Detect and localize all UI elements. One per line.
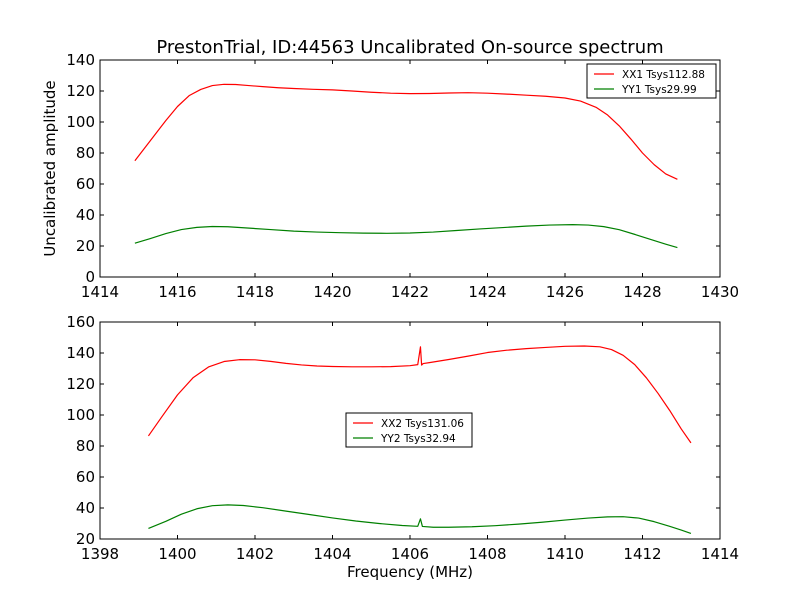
x-tick-label: 1412 [623,545,661,563]
series-line-2 [148,504,692,534]
x-tick-label: 1402 [236,545,274,563]
y-tick-label: 80 [76,144,95,162]
y-tick-label: 60 [76,468,95,486]
y-tick-label: 80 [76,437,95,455]
y-tick-label: 20 [76,530,95,548]
y-axis-label: Uncalibrated amplitude [41,80,59,256]
x-tick-label: 1406 [391,545,429,563]
series-line-1 [134,83,678,180]
series-line-2 [134,224,678,249]
bottom-axes: 1398 1400 1402 1404 1406 1408 1410 1412 1414 20 40… [66,313,739,581]
figure-title: PrestonTrial, ID:44563 Uncalibrated On-s… [156,37,663,58]
y-tick-label: 140 [66,344,95,362]
x-tick-label: 1430 [701,283,739,301]
legend-entry: YY1 Tsys29.99 [621,84,697,96]
x-tick-label: 1416 [158,283,196,301]
legend: XX2 Tsys131.06 YY2 Tsys32.94 [345,412,473,448]
x-tick-label: 1426 [546,283,584,301]
x-tick-label: 1428 [623,283,661,301]
x-tick-label: 1414 [701,545,739,563]
y-tick-label: 0 [85,268,95,286]
legend-entry: XX1 Tsys112.88 [622,69,705,81]
y-tick-label: 120 [66,82,95,100]
series-line-1 [147,345,692,444]
x-tick-label: 1414 [81,283,119,301]
y-tick-label: 20 [76,237,95,255]
y-tick-label: 40 [76,206,95,224]
y-tick-label: 160 [66,313,95,331]
x-axis-label: Frequency (MHz) [347,563,473,581]
y-tick-label: 140 [66,51,95,69]
x-tick-label: 1398 [81,545,119,563]
legend-box [345,412,473,448]
x-tick-label: 1410 [546,545,584,563]
x-tick-label: 1400 [158,545,196,563]
legend-entry: XX2 Tsys131.06 [381,418,464,430]
x-tick-label: 1408 [468,545,506,563]
x-tick-label: 1404 [313,545,351,563]
x-tick-label: 1424 [468,283,506,301]
y-tick-label: 40 [76,499,95,517]
x-tick-label: 1418 [236,283,274,301]
y-tick-label: 100 [66,113,95,131]
y-tick-label: 60 [76,175,95,193]
legend-box [586,63,717,99]
y-tick-label: 100 [66,406,95,424]
top-axes: 1414 1416 1418 1420 1422 1424 1426 1428 1430 0 20 4… [41,51,739,301]
legend-entry: YY2 Tsys32.94 [380,433,456,445]
x-tick-label: 1420 [313,283,351,301]
legend: XX1 Tsys112.88 YY1 Tsys29.99 [586,63,717,99]
x-tick-label: 1422 [391,283,429,301]
y-tick-label: 120 [66,375,95,393]
